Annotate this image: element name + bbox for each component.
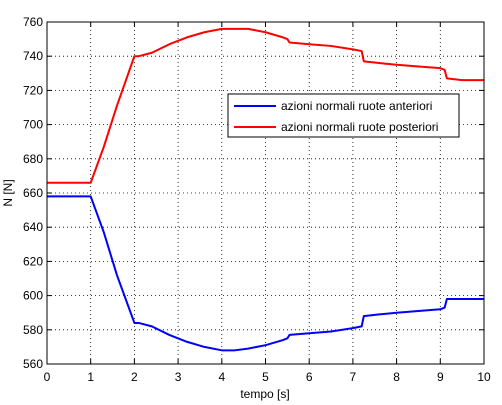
series-group bbox=[47, 27, 484, 352]
y-tick-label: 620 bbox=[23, 254, 43, 268]
y-tick-label: 600 bbox=[23, 289, 43, 303]
x-tick-label: 4 bbox=[218, 370, 225, 384]
y-tick-label: 720 bbox=[23, 83, 43, 97]
y-tick-label: 580 bbox=[23, 323, 43, 337]
series-line-front-axle bbox=[47, 195, 484, 352]
x-tick-labels: 0 1 2 3 4 5 6 7 8 9 10 bbox=[44, 370, 491, 384]
x-axis-label: tempo [s] bbox=[240, 387, 289, 401]
x-tick-label: 1 bbox=[87, 370, 94, 384]
x-tick-label: 6 bbox=[306, 370, 313, 384]
x-tick-label: 2 bbox=[131, 370, 138, 384]
x-tick-label: 9 bbox=[437, 370, 444, 384]
y-axis-label: N [N] bbox=[1, 179, 15, 206]
y-tick-label: 680 bbox=[23, 152, 43, 166]
series-line-rear-axle bbox=[47, 27, 484, 184]
y-tick-label: 640 bbox=[23, 220, 43, 234]
y-tick-label: 700 bbox=[23, 118, 43, 132]
tick-marks bbox=[46, 21, 485, 365]
y-tick-label: 660 bbox=[23, 186, 43, 200]
x-tick-label: 10 bbox=[477, 370, 491, 384]
legend-label-front-axle: azioni normali ruote anteriori bbox=[281, 99, 432, 113]
x-tick-label: 3 bbox=[175, 370, 182, 384]
x-tick-label: 7 bbox=[350, 370, 357, 384]
y-tick-label: 740 bbox=[23, 49, 43, 63]
legend: azioni normali ruote anteriori azioni no… bbox=[227, 93, 460, 138]
x-tick-label: 0 bbox=[44, 370, 51, 384]
y-tick-labels: 560 580 600 620 640 660 680 700 720 740 760 bbox=[23, 15, 43, 371]
plot-area bbox=[46, 21, 485, 365]
y-tick-label: 560 bbox=[23, 357, 43, 371]
y-tick-label: 760 bbox=[23, 15, 43, 29]
legend-box bbox=[227, 93, 460, 138]
x-tick-label: 5 bbox=[262, 370, 269, 384]
x-tick-label: 8 bbox=[393, 370, 400, 384]
grid-lines bbox=[47, 22, 484, 364]
legend-label-rear-axle: azioni normali ruote posteriori bbox=[281, 120, 438, 134]
